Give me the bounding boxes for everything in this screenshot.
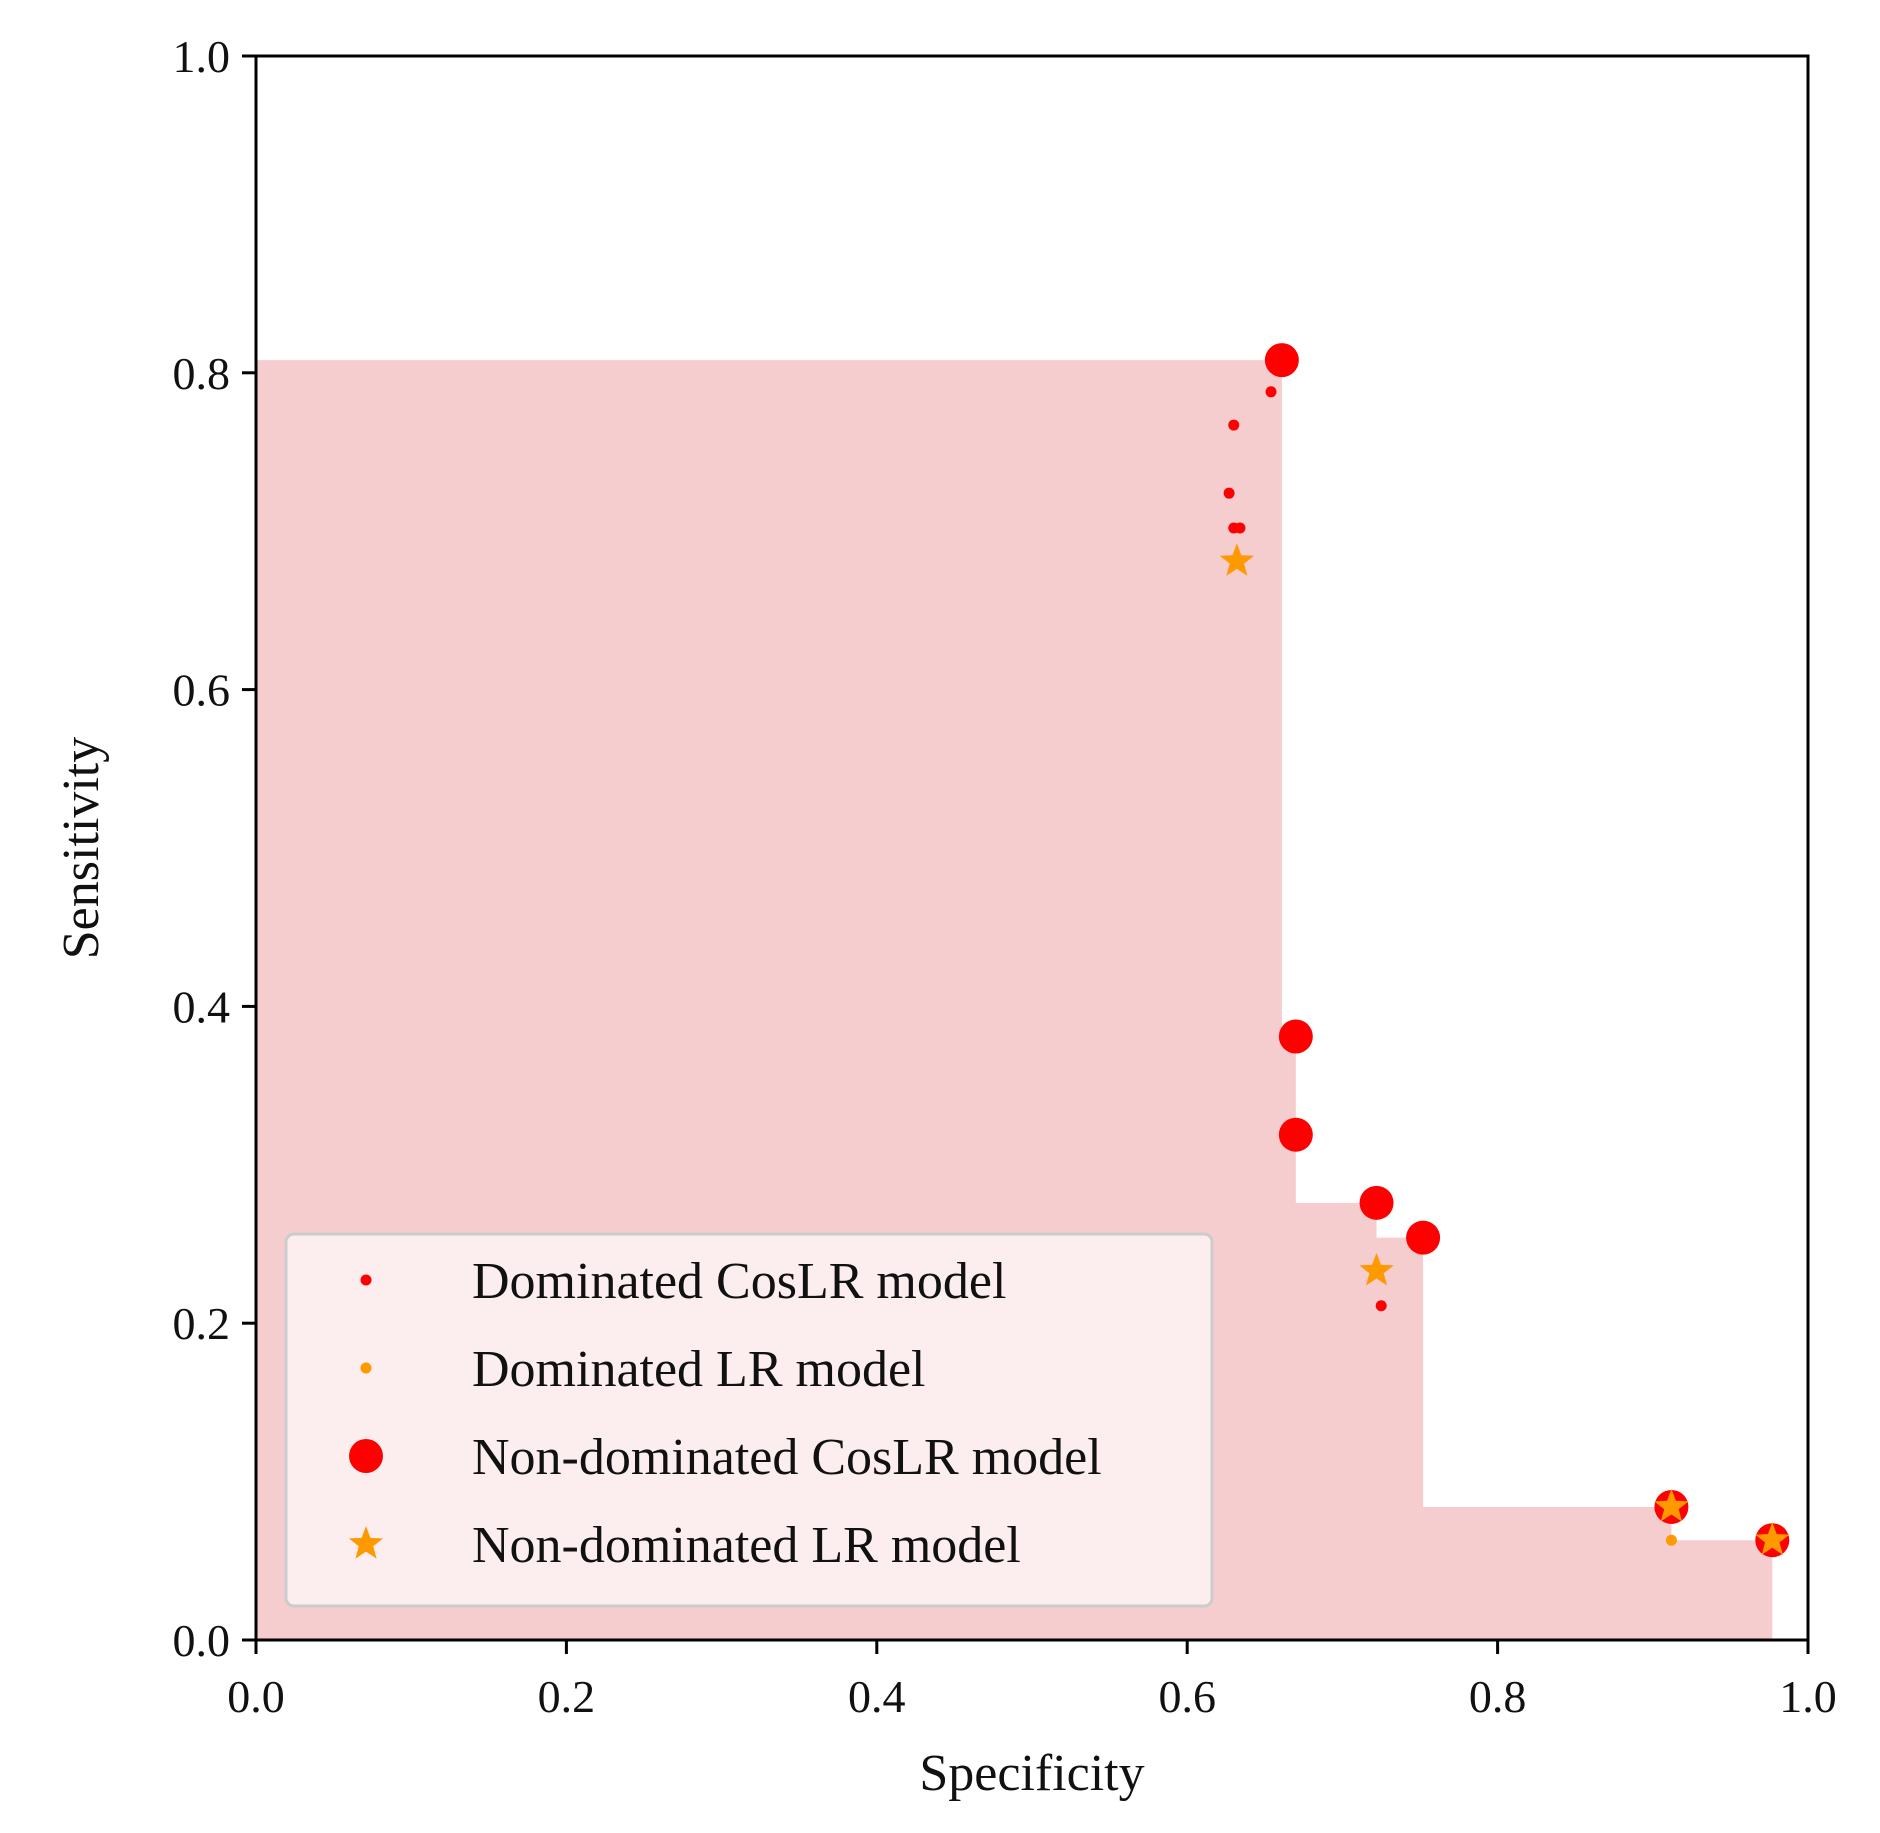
point-s2-3	[1359, 1185, 1394, 1220]
axis-ticks-layer: 0.0 0.2 0.4 0.6 0.8 1.0 0.0 0.2 0.4 0.6 0.8 1.0	[173, 31, 1837, 1722]
legend-item-dominated-lr: Dominated LR model	[360, 1341, 925, 1398]
legend-marker-nondominated-coslr	[349, 1439, 383, 1473]
y-tick-label-4: 0.8	[173, 348, 231, 399]
legend-label-dominated-lr: Dominated LR model	[472, 1341, 925, 1398]
point-s3-0	[1219, 543, 1254, 576]
x-tick-label-2: 0.4	[848, 1671, 906, 1722]
legend-marker-shape-1	[360, 1362, 372, 1374]
x-tick-label-0: 0.0	[227, 1671, 285, 1722]
point-s0-4	[1234, 522, 1246, 534]
point-s0-0	[1265, 386, 1277, 398]
point-s0-5	[1375, 1300, 1387, 1312]
legend-marker-shape-0	[360, 1274, 372, 1286]
x-tick-label-1: 0.2	[538, 1671, 596, 1722]
legend: Dominated CosLR model Dominated LR model…	[284, 1232, 1214, 1608]
point-s3-1	[1359, 1252, 1394, 1286]
legend-marker-dominated-lr	[360, 1362, 372, 1374]
legend-label-dominated-coslr: Dominated CosLR model	[472, 1253, 1006, 1310]
x-tick-label-4: 0.8	[1469, 1671, 1527, 1722]
point-s0-2	[1223, 487, 1235, 499]
x-tick-label-5: 1.0	[1779, 1671, 1837, 1722]
point-s3-2	[1654, 1488, 1689, 1522]
legend-item-dominated-coslr: Dominated CosLR model	[360, 1253, 1006, 1310]
point-s1-0	[1665, 1534, 1677, 1546]
scatter-marks-layer	[1219, 343, 1790, 1558]
point-s2-4	[1406, 1220, 1441, 1255]
point-s2-1	[1278, 1019, 1313, 1054]
legend-marker-dominated-coslr	[360, 1274, 372, 1286]
point-s2-0	[1264, 343, 1299, 378]
x-tick-label-3: 0.6	[1158, 1671, 1216, 1722]
legend-box	[284, 1232, 1214, 1608]
legend-marker-shape-3	[348, 1526, 384, 1559]
point-s3-3	[1755, 1522, 1790, 1555]
y-tick-label-1: 0.2	[173, 1298, 231, 1349]
point-s0-1	[1228, 419, 1240, 431]
legend-marker-shape-2	[349, 1439, 383, 1473]
x-axis-label: Specificity	[919, 1745, 1144, 1802]
legend-item-nondominated-lr: Non-dominated LR model	[348, 1517, 1021, 1574]
legend-label-nondominated-lr: Non-dominated LR model	[472, 1517, 1021, 1574]
legend-item-nondominated-coslr: Non-dominated CosLR model	[349, 1429, 1102, 1486]
y-tick-label-3: 0.6	[173, 665, 231, 716]
y-tick-label-0: 0.0	[173, 1615, 231, 1666]
point-s2-2	[1278, 1117, 1313, 1152]
y-tick-label-2: 0.4	[173, 981, 231, 1032]
y-tick-label-5: 1.0	[173, 31, 231, 82]
legend-marker-nondominated-lr	[348, 1526, 384, 1559]
plot-frame	[254, 54, 1810, 1642]
legend-label-nondominated-coslr: Non-dominated CosLR model	[472, 1429, 1102, 1486]
y-axis-label: Sensitivity	[53, 737, 110, 959]
